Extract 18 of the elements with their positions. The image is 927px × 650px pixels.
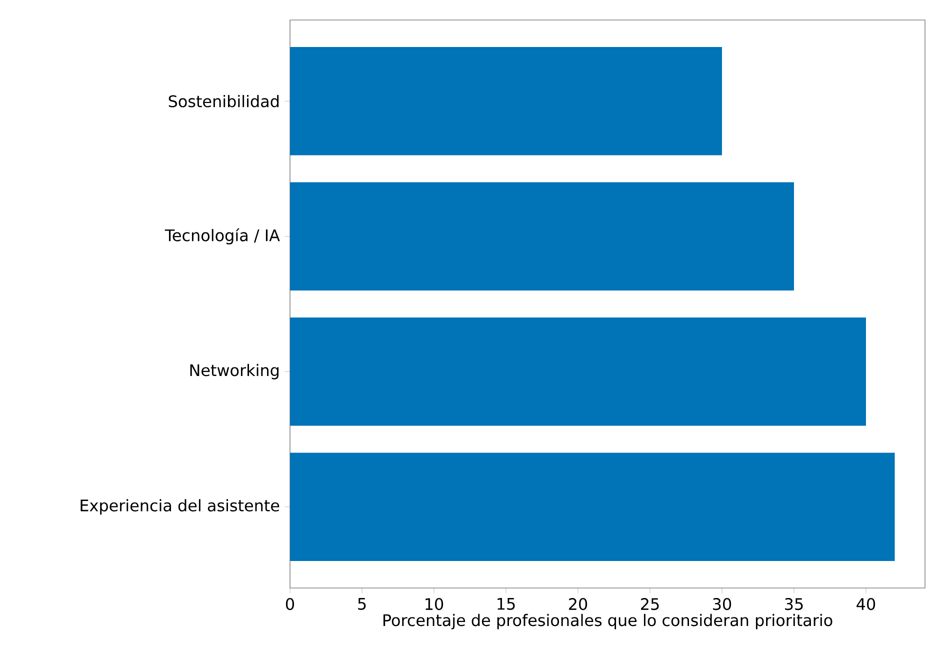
x-tick-label: 35 — [785, 598, 803, 610]
y-tick-label: Networking — [190, 364, 279, 380]
bar — [290, 47, 722, 156]
x-tick-label: 20 — [569, 598, 588, 610]
x-tick-label: 40 — [856, 598, 876, 610]
bar — [290, 318, 866, 426]
bar — [290, 182, 794, 290]
x-tick-label: 30 — [713, 598, 732, 610]
y-tick-label: Sostenibilidad — [168, 94, 279, 108]
x-tick-label: 25 — [641, 598, 659, 610]
y-tick-label: Tecnología / IA — [164, 228, 280, 244]
x-tick-label: 15 — [498, 598, 515, 610]
x-tick-label: 10 — [426, 598, 444, 610]
x-tick-label: 5 — [358, 598, 366, 610]
x-axis-title: Porcentaje de profesionales que lo consideran prioritario — [383, 614, 832, 630]
y-tick-label: Experiencia del asistente — [80, 499, 280, 515]
x-tick-label: 0 — [286, 598, 294, 610]
bar — [290, 452, 895, 561]
